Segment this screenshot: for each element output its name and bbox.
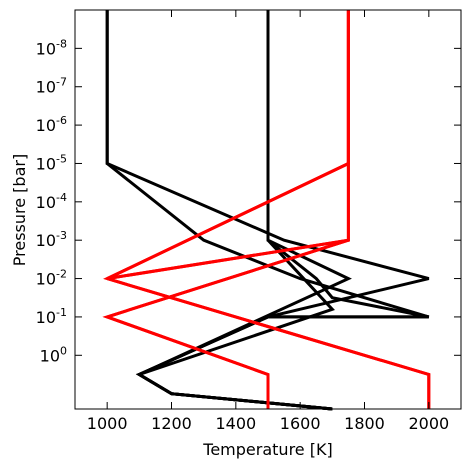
red-profile-line-6 — [102, 10, 350, 409]
black-profile-line-3 — [136, 10, 352, 411]
y-tick-label: 10-2 — [36, 268, 67, 289]
y-tick-label: 10-7 — [36, 76, 67, 97]
x-tick-label: 2000 — [408, 414, 449, 433]
red-profile-line-9 — [106, 10, 431, 409]
x-tick-label: 1800 — [344, 414, 385, 433]
black-profile-line-5 — [136, 10, 430, 411]
tick-layer: 1000 1200 1400 1600 1800 2000 10-8 10-7 10-6 10-5… — [36, 10, 461, 433]
y-tick-label: 10-1 — [36, 306, 67, 327]
x-tick-label: 1600 — [280, 414, 321, 433]
y-tick-label: 10-8 — [36, 37, 67, 58]
y-tick-label: 10-5 — [36, 152, 67, 173]
x-tick-label: 1000 — [87, 414, 128, 433]
x-tick-label: 1200 — [151, 414, 192, 433]
x-axis-label: Temperature [K] — [202, 440, 332, 459]
y-tick-label: 10-6 — [36, 114, 67, 135]
y-tick-label: 10-4 — [36, 191, 67, 212]
black-profile-line-4 — [135, 10, 335, 411]
red-profile-line-7 — [102, 10, 350, 409]
y-tick-label: 100 — [40, 344, 67, 365]
y-axis-label: Pressure [bar] — [10, 154, 29, 266]
series-layer — [102, 10, 431, 411]
plot-frame — [74, 9, 462, 410]
x-tick-label: 1400 — [215, 414, 256, 433]
y-tick-label: 10-3 — [36, 229, 67, 250]
